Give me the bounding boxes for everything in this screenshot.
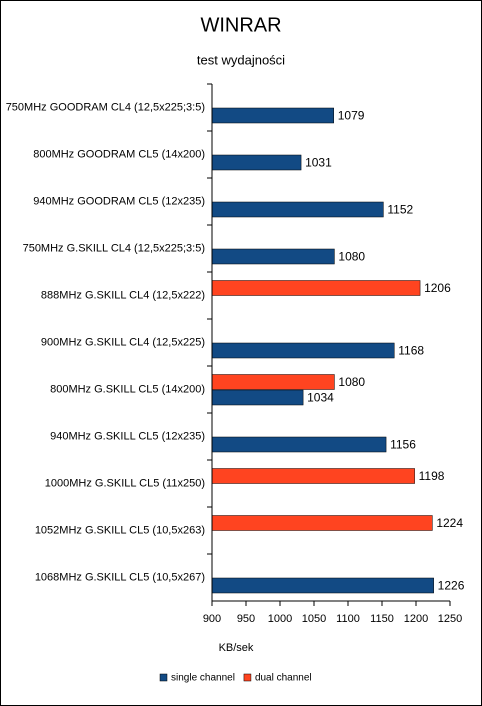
- bar: [211, 577, 434, 594]
- bar: [211, 374, 335, 390]
- value-label: 1224: [436, 516, 463, 530]
- y-tick-label: 1052MHz G.SKILL CL5 (10,5x263): [35, 524, 205, 536]
- chart-title: WINRAR: [200, 14, 281, 36]
- value-label: 1080: [338, 250, 365, 264]
- value-label: 1156: [390, 438, 416, 452]
- bar: [211, 248, 335, 265]
- value-label: 1206: [424, 281, 451, 295]
- y-tick-label: 750MHz GOODRAM CL4 (12,5x225;3:5): [6, 101, 205, 113]
- chart-subtitle: test wydajności: [197, 52, 285, 67]
- x-tick-label: 1150: [370, 613, 394, 625]
- bar: [211, 468, 415, 484]
- y-tick-label: 1068MHz G.SKILL CL5 (10,5x267): [35, 571, 205, 583]
- legend-label: dual channel: [255, 673, 312, 684]
- x-tick-label: 1200: [404, 613, 428, 625]
- x-tick-label: 1100: [336, 613, 360, 625]
- y-tick-label: 888MHz G.SKILL CL4 (12,5x222): [41, 289, 205, 301]
- bar: [211, 342, 395, 359]
- bar: [211, 436, 387, 453]
- x-tick-label: 1000: [268, 613, 292, 625]
- x-tick-label: 950: [237, 613, 255, 625]
- value-label: 1079: [338, 109, 365, 123]
- legend-swatch: [159, 673, 168, 682]
- x-axis-label: KB/sek: [219, 642, 254, 654]
- bar: [211, 154, 302, 171]
- y-tick-label: 940MHz G.SKILL CL5 (12x235): [50, 430, 205, 442]
- y-tick-label: 800MHz GOODRAM CL5 (14x200): [33, 148, 205, 160]
- value-label: 1031: [305, 156, 332, 170]
- value-label: 1168: [398, 344, 424, 358]
- value-label: 1198: [419, 469, 445, 483]
- legend-swatch: [243, 673, 252, 682]
- bar: [211, 107, 334, 124]
- bar: [211, 280, 421, 296]
- value-label: 1080: [338, 375, 365, 389]
- legend-label: single channel: [171, 673, 235, 684]
- x-tick-label: 1050: [302, 613, 326, 625]
- bar: [211, 201, 384, 218]
- value-label: 1034: [307, 391, 334, 405]
- y-tick-label: 800MHz G.SKILL CL5 (14x200): [50, 383, 205, 395]
- y-tick-label: 750MHz G.SKILL CL4 (12,5x225;3:5): [23, 242, 205, 254]
- y-tick-label: 900MHz G.SKILL CL4 (12,5x225): [41, 336, 205, 348]
- x-tick-label: 900: [203, 613, 221, 625]
- bar: [211, 389, 304, 406]
- bar: [211, 515, 433, 531]
- x-tick-label: 1250: [438, 613, 462, 625]
- y-tick-label: 940MHz GOODRAM CL5 (12x235): [33, 195, 205, 207]
- value-label: 1226: [438, 579, 465, 593]
- y-tick-label: 1000MHz G.SKILL CL5 (11x250): [45, 477, 205, 489]
- value-label: 1152: [387, 203, 413, 217]
